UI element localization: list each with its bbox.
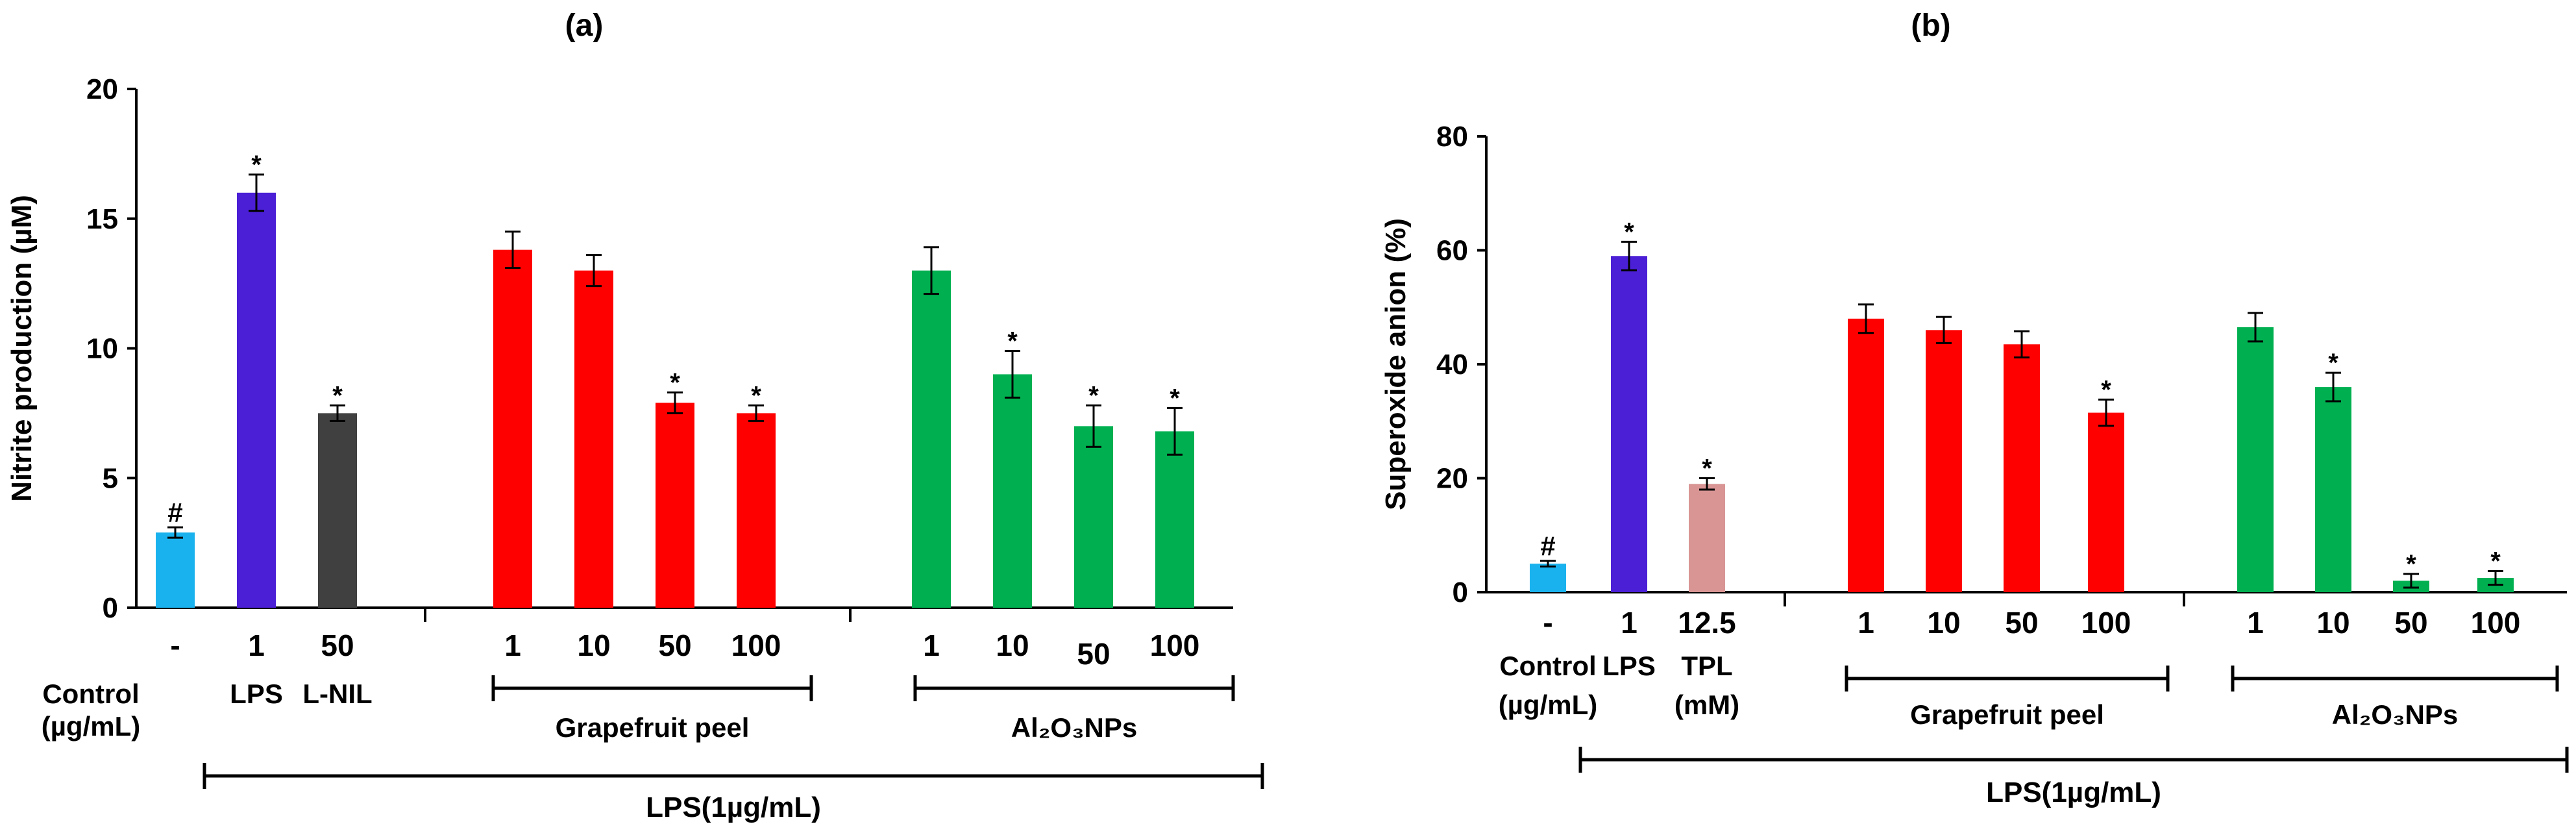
bar: [1848, 318, 1884, 592]
treatment-label: L-NIL: [302, 679, 372, 709]
y-tick-label: 20: [86, 73, 118, 105]
group-bracket: [2231, 666, 2559, 692]
hash-mark: #: [167, 497, 182, 528]
dose-label: 10: [2316, 606, 2349, 640]
bar: [2088, 412, 2124, 592]
dose-label: -: [170, 629, 180, 662]
dose-label: 1: [2247, 606, 2264, 640]
y-tick-label: 5: [103, 462, 118, 494]
chart1: (a) 0 5 10 15 20 Nitrite production (µM) # - * 1 LP…: [6, 8, 1264, 823]
panel-title: (a): [565, 8, 604, 43]
significance-star: *: [2101, 375, 2111, 404]
dose-label: 10: [1927, 606, 1960, 640]
dose-label: 50: [658, 629, 691, 662]
y-tick-label: 15: [86, 203, 118, 235]
control-unit-label: (µg/mL): [1499, 690, 1598, 720]
significance-star: *: [251, 151, 262, 179]
y-tick-label: 40: [1436, 349, 1468, 380]
significance-star: *: [2328, 349, 2338, 377]
lps-span-label: LPS(1µg/mL): [1986, 777, 2161, 808]
lps-span-label: LPS(1µg/mL): [646, 791, 821, 823]
dose-label: 50: [2394, 606, 2427, 640]
y-axis-label: Nitrite production (µM): [6, 195, 38, 502]
group-label: Grapefruit peel: [556, 712, 750, 743]
dose-label: 100: [2081, 606, 2131, 640]
y-tick-label: 80: [1436, 121, 1468, 153]
bar: [656, 403, 694, 608]
dose-label: 10: [577, 629, 610, 662]
bar: [737, 413, 776, 608]
dose-label: 100: [2471, 606, 2521, 640]
treatment-label: LPS: [1602, 651, 1656, 681]
bar: [1926, 330, 1962, 592]
dose-label: 100: [731, 629, 781, 662]
control-unit-label: (µg/mL): [42, 711, 141, 742]
dose-label: 12.5: [1678, 606, 1736, 640]
bar: [318, 413, 357, 608]
group-label: Al₂O₃NPs: [1011, 712, 1137, 743]
group-label: Al₂O₃NPs: [2332, 699, 2458, 730]
dose-label: 1: [248, 629, 265, 662]
significance-star: *: [670, 368, 680, 397]
dose-label: 10: [996, 629, 1029, 662]
lps-bracket: [1578, 747, 2569, 773]
lps-bracket: [202, 763, 1264, 789]
bar: [1689, 484, 1725, 592]
treatment-label: LPS: [230, 679, 283, 709]
bar: [2004, 344, 2040, 592]
y-tick-label: 20: [1436, 463, 1468, 495]
dose-label: 50: [321, 629, 354, 662]
bar: [493, 249, 532, 608]
bar: [2237, 327, 2274, 592]
bar: [1074, 426, 1113, 608]
bar: [574, 270, 613, 608]
dose-label: 50: [2005, 606, 2038, 640]
dose-label: 1: [504, 629, 521, 662]
significance-star: *: [1088, 381, 1099, 410]
significance-star: *: [751, 381, 761, 410]
dose-label: -: [1543, 606, 1552, 640]
group-bracket: [1845, 666, 2170, 692]
chart2: (b) 0 20 40 60 80 Superoxide anion (%) # - * 1 LPS *…: [1380, 8, 2569, 808]
treatment-sublabel: (mM): [1674, 690, 1739, 720]
significance-star: *: [332, 381, 343, 410]
y-tick-label: 0: [103, 592, 118, 624]
treatment-label: TPL: [1681, 651, 1732, 681]
significance-star: *: [1702, 455, 1712, 483]
y-tick-label: 0: [1453, 577, 1468, 608]
bar: [1155, 431, 1194, 608]
bar: [237, 192, 276, 608]
group-bracket: [913, 675, 1235, 701]
significance-star: *: [2490, 547, 2501, 576]
group-bracket: [491, 675, 813, 701]
group-label: Grapefruit peel: [1910, 699, 2104, 730]
significance-star: *: [1624, 218, 1634, 246]
control-label: Control: [42, 679, 139, 709]
significance-star: *: [1007, 327, 1018, 355]
significance-star: *: [1170, 384, 1180, 412]
bar: [912, 270, 951, 608]
y-axis-label: Superoxide anion (%): [1380, 218, 1412, 510]
y-tick-label: 10: [86, 333, 118, 365]
dose-label: 1: [1858, 606, 1874, 640]
bar: [1530, 564, 1566, 592]
dose-label: 50: [1077, 637, 1110, 671]
bar: [1611, 256, 1647, 592]
y-tick-label: 60: [1436, 235, 1468, 267]
bar: [2315, 387, 2351, 592]
control-label: Control: [1499, 651, 1596, 681]
bar: [156, 532, 195, 608]
dose-label: 1: [923, 629, 940, 662]
dose-label: 1: [1621, 606, 1638, 640]
panel-title: (b): [1911, 8, 1950, 43]
dose-label: 100: [1150, 629, 1200, 662]
bar: [993, 374, 1032, 608]
hash-mark: #: [1540, 531, 1555, 562]
significance-star: *: [2406, 550, 2416, 579]
